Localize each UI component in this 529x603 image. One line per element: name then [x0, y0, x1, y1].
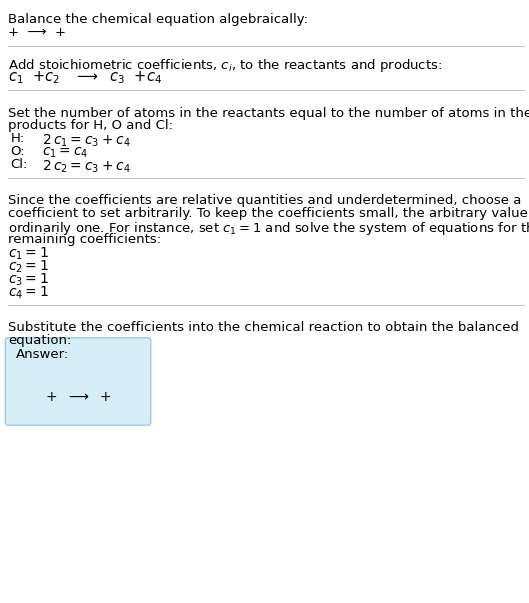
Text: $c_1 = c_4$: $c_1 = c_4$ [42, 145, 89, 160]
Text: $c_1$  +$c_2$   $\longrightarrow$  $c_3$  +$c_4$: $c_1$ +$c_2$ $\longrightarrow$ $c_3$ +$c… [8, 69, 162, 86]
Text: H:: H: [11, 133, 25, 145]
FancyBboxPatch shape [5, 338, 151, 425]
Text: Cl:: Cl: [11, 159, 28, 171]
Text: Set the number of atoms in the reactants equal to the number of atoms in the: Set the number of atoms in the reactants… [8, 107, 529, 119]
Text: O:: O: [11, 145, 25, 159]
Text: $c_2 = 1$: $c_2 = 1$ [8, 259, 49, 276]
Text: remaining coefficients:: remaining coefficients: [8, 233, 161, 246]
Text: Since the coefficients are relative quantities and underdetermined, choose a: Since the coefficients are relative quan… [8, 194, 521, 207]
Text: +  $\longrightarrow$  +: + $\longrightarrow$ + [44, 390, 112, 404]
Text: Add stoichiometric coefficients, $c_i$, to the reactants and products:: Add stoichiometric coefficients, $c_i$, … [8, 57, 442, 74]
Text: products for H, O and Cl:: products for H, O and Cl: [8, 119, 173, 133]
Text: equation:: equation: [8, 334, 71, 347]
Text: $2\,c_1 = c_3+c_4$: $2\,c_1 = c_3+c_4$ [42, 133, 131, 149]
Text: +  ⟶  +: + ⟶ + [8, 26, 66, 39]
Text: Answer:: Answer: [16, 348, 69, 361]
Text: ordinarily one. For instance, set $c_1 = 1$ and solve the system of equations fo: ordinarily one. For instance, set $c_1 =… [8, 220, 529, 237]
Text: $c_3 = 1$: $c_3 = 1$ [8, 272, 49, 288]
Text: Substitute the coefficients into the chemical reaction to obtain the balanced: Substitute the coefficients into the che… [8, 321, 519, 334]
Text: $c_4 = 1$: $c_4 = 1$ [8, 285, 49, 302]
Text: $c_1 = 1$: $c_1 = 1$ [8, 246, 49, 262]
Text: Balance the chemical equation algebraically:: Balance the chemical equation algebraica… [8, 13, 308, 27]
Text: $2\,c_2 = c_3+c_4$: $2\,c_2 = c_3+c_4$ [42, 159, 131, 175]
Text: coefficient to set arbitrarily. To keep the coefficients small, the arbitrary va: coefficient to set arbitrarily. To keep … [8, 207, 529, 220]
